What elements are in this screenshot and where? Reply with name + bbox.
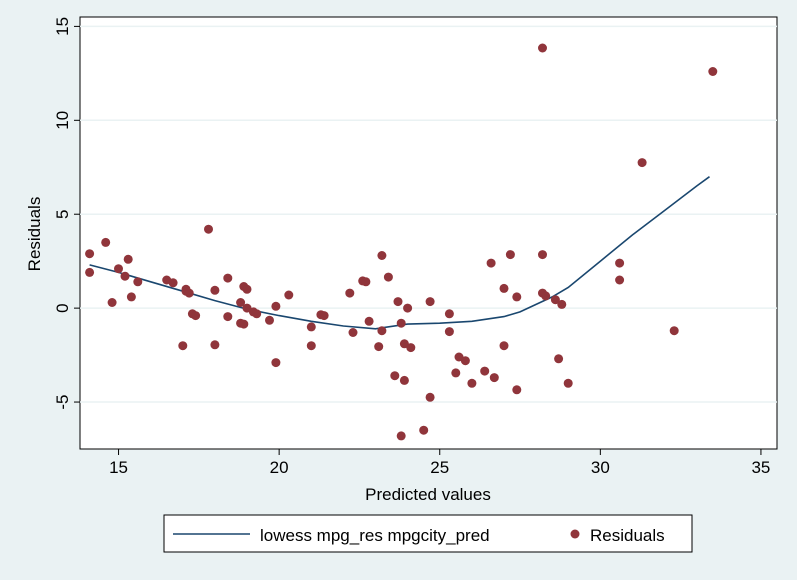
residual-point — [512, 385, 522, 395]
residual-points-layer — [85, 43, 718, 441]
residual-point — [480, 366, 490, 376]
residual-point — [101, 237, 111, 247]
gridlines — [80, 25, 777, 403]
residual-point — [348, 328, 358, 337]
residual-point — [637, 158, 647, 168]
residual-point — [210, 285, 220, 295]
residual-point — [467, 378, 477, 388]
residual-point — [406, 343, 416, 353]
residual-point — [550, 295, 560, 305]
residual-point — [178, 341, 188, 351]
x-tick-label: 20 — [270, 458, 289, 477]
residual-point — [499, 283, 509, 293]
legend: lowess mpg_res mpgcity_pred Residuals — [163, 514, 693, 553]
residual-point — [210, 340, 220, 350]
residual-point — [557, 299, 567, 309]
residual-point — [284, 290, 294, 300]
residual-point — [669, 326, 679, 336]
residual-point — [390, 371, 400, 381]
residual-point — [377, 251, 387, 260]
residual-point — [489, 373, 499, 383]
legend-point-swatch — [570, 529, 580, 539]
residual-point — [399, 375, 409, 385]
residual-point — [107, 298, 117, 307]
residual-point — [204, 224, 213, 234]
x-tick-label: 30 — [591, 458, 610, 477]
residual-point — [499, 341, 509, 351]
residual-point — [512, 292, 522, 302]
residual-point — [393, 297, 403, 307]
x-axis: 15 20 25 30 35 — [109, 449, 770, 477]
residual-point — [120, 271, 130, 281]
residual-point — [460, 356, 470, 366]
residual-point — [541, 291, 551, 301]
residual-point — [319, 311, 329, 321]
residual-point — [236, 298, 246, 307]
residual-point — [168, 278, 178, 288]
residual-point — [538, 250, 547, 260]
residual-point — [374, 342, 384, 352]
residual-point — [425, 392, 435, 402]
residual-point — [133, 277, 143, 287]
residual-point — [486, 258, 496, 268]
legend-label-residuals: Residuals — [590, 526, 665, 545]
residual-point — [615, 258, 625, 268]
residual-point — [123, 254, 133, 264]
residual-point — [271, 358, 281, 368]
x-tick-label: 25 — [430, 458, 449, 477]
residual-point — [451, 368, 461, 378]
residual-point — [419, 425, 429, 435]
lowess-line — [89, 176, 710, 330]
residual-point — [265, 315, 274, 325]
lowess-line-layer — [89, 176, 710, 330]
residual-point — [615, 275, 625, 285]
residual-point — [708, 67, 718, 76]
residual-point — [223, 312, 233, 322]
y-tick-label: 15 — [53, 17, 72, 36]
residual-point — [114, 264, 123, 274]
residual-point — [396, 318, 406, 328]
legend-box — [163, 514, 693, 553]
residual-point — [271, 301, 281, 311]
residual-point — [239, 319, 249, 329]
residual-point — [505, 250, 515, 260]
residual-point — [242, 284, 252, 294]
x-tick-label: 35 — [751, 458, 770, 477]
x-axis-title: Predicted values — [365, 485, 491, 504]
residual-point — [184, 288, 194, 298]
residual-point — [364, 316, 374, 326]
residual-point — [252, 309, 262, 319]
residual-point — [538, 43, 547, 53]
residual-point — [306, 322, 316, 332]
residual-point — [444, 327, 454, 337]
y-tick-label: 10 — [53, 111, 72, 130]
residual-point — [345, 288, 355, 298]
residual-point — [444, 309, 454, 319]
y-tick-label: -5 — [53, 394, 72, 409]
residual-point — [306, 341, 316, 351]
y-axis-title: Residuals — [25, 197, 44, 272]
residual-point — [223, 273, 233, 283]
y-axis: -5 0 5 10 15 — [53, 17, 80, 410]
y-tick-label: 5 — [53, 209, 72, 218]
residual-point — [563, 378, 573, 388]
y-tick-label: 0 — [53, 303, 72, 312]
residual-point — [361, 277, 371, 287]
residual-point — [396, 431, 406, 441]
residual-point — [85, 249, 95, 259]
residual-point — [425, 297, 435, 307]
residual-point — [377, 326, 387, 336]
residual-point — [191, 311, 201, 321]
plot-area — [79, 16, 778, 450]
legend-label-lowess: lowess mpg_res mpgcity_pred — [260, 526, 490, 545]
residual-point — [126, 292, 136, 302]
residual-point — [85, 267, 95, 277]
residual-point — [403, 303, 413, 313]
residual-point — [383, 272, 393, 282]
residual-point — [554, 354, 564, 364]
x-tick-label: 15 — [109, 458, 128, 477]
